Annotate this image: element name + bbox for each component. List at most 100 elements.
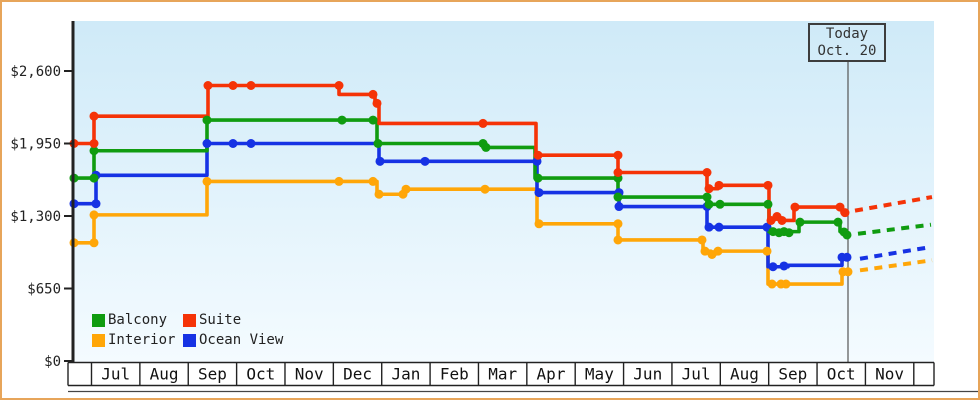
interior-data-point	[697, 235, 707, 245]
suite-data-point	[613, 150, 623, 160]
ocean-view-data-point	[768, 262, 778, 272]
suite-data-point	[478, 118, 488, 128]
interior-data-point	[781, 279, 791, 289]
suite-data-point	[203, 80, 213, 90]
balcony-color-swatch	[92, 314, 105, 327]
interior-data-point	[374, 189, 384, 199]
suite-data-point	[714, 180, 724, 190]
suite-data-point	[246, 80, 256, 90]
balcony-data-point	[842, 230, 852, 240]
balcony-data-point	[368, 115, 378, 125]
interior-data-point	[613, 235, 623, 245]
balcony-data-point	[373, 138, 383, 148]
interior-data-point	[89, 210, 99, 220]
x-axis-month-label: Apr	[537, 365, 566, 384]
interior-data-point	[480, 184, 490, 194]
legend-label-interior: Interior	[108, 332, 176, 348]
interior-data-point	[334, 176, 344, 186]
x-axis-month-label: Feb	[440, 365, 469, 384]
suite-data-point	[334, 80, 344, 90]
x-axis-month-label: Dec	[343, 365, 372, 384]
y-axis-tick-label: $1,950	[10, 136, 61, 152]
legend-item-interior: Interior	[92, 333, 183, 348]
ocean-view-data-point	[614, 202, 624, 212]
x-axis-month-label: Oct	[246, 365, 275, 384]
x-axis-month-label: Jan	[391, 365, 420, 384]
interior-data-point	[762, 246, 772, 256]
ocean-view-projection-line	[859, 245, 932, 261]
y-axis-tick-label: $1,300	[10, 209, 61, 225]
ocean-view-data-point	[779, 261, 789, 271]
legend-label-ocean-view: Ocean View	[199, 332, 284, 348]
interior-data-point	[534, 219, 544, 229]
legend-item-balcony: Balcony	[92, 313, 183, 328]
x-axis-month-label: May	[585, 365, 614, 384]
balcony-data-point	[481, 142, 491, 152]
balcony-data-point	[533, 173, 543, 183]
ocean-view-data-point	[228, 138, 238, 148]
interior-data-point	[368, 176, 378, 186]
ocean-view-data-point	[375, 156, 385, 166]
legend-label-suite: Suite	[199, 312, 242, 328]
balcony-projection-line	[857, 222, 932, 236]
interior-data-point	[700, 246, 710, 256]
balcony-data-point	[784, 228, 794, 238]
today-date: Oct. 20	[817, 42, 877, 59]
suite-data-point	[840, 208, 850, 218]
suite-data-point	[228, 80, 238, 90]
legend-item-ocean-view: Ocean View	[183, 333, 283, 348]
suite-data-point	[89, 138, 99, 148]
suite-data-point	[89, 111, 99, 121]
interior-data-point	[401, 184, 411, 194]
ocean-view-data-point	[704, 222, 714, 232]
y-axis-tick-label: $650	[27, 281, 61, 297]
suite-data-point	[790, 202, 800, 212]
balcony-data-point	[715, 199, 725, 209]
balcony-data-point	[795, 217, 805, 227]
interior-data-point	[713, 246, 723, 256]
suite-color-swatch	[183, 314, 196, 327]
suite-data-point	[613, 167, 623, 177]
balcony-line	[74, 118, 849, 237]
suite-data-point	[533, 150, 543, 160]
interior-data-point	[767, 279, 777, 289]
interior-projection-line	[859, 258, 933, 273]
y-axis-tick-label: $0	[44, 354, 61, 370]
suite-data-point	[702, 167, 712, 177]
interior-data-point	[613, 219, 623, 229]
balcony-data-point	[89, 146, 99, 156]
x-axis-month-label: Sep	[198, 365, 227, 384]
ocean-view-data-point	[202, 138, 212, 148]
ocean-view-data-point	[534, 188, 544, 198]
x-axis-month-label: Aug	[730, 365, 759, 384]
ocean-view-data-point	[842, 252, 852, 262]
x-axis-month-label: Mar	[488, 365, 517, 384]
x-axis-month-label: Sep	[778, 365, 807, 384]
today-marker-box: Today Oct. 20	[808, 23, 886, 62]
balcony-data-point	[89, 173, 99, 183]
x-axis-month-label: Aug	[150, 365, 179, 384]
interior-data-point	[202, 176, 212, 186]
suite-data-point	[704, 184, 714, 194]
ocean-view-data-point	[91, 199, 101, 209]
x-axis-month-label: Nov	[875, 365, 904, 384]
today-label: Today	[825, 25, 869, 42]
x-axis-month-label: Jul	[101, 365, 130, 384]
balcony-data-point	[337, 115, 347, 125]
ocean-view-data-point	[420, 156, 430, 166]
chart-legend: Balcony Suite Interior Ocean View	[92, 313, 283, 348]
x-axis-month-label: Jul	[682, 365, 711, 384]
ocean-view-data-point	[246, 138, 256, 148]
y-axis-tick-label: $2,600	[10, 64, 61, 80]
ocean-view-data-point	[714, 222, 724, 232]
suite-data-point	[368, 89, 378, 99]
balcony-data-point	[613, 192, 623, 202]
suite-projection-line	[854, 195, 933, 213]
plot-area	[74, 21, 934, 362]
ocean-view-color-swatch	[183, 334, 196, 347]
x-axis-month-label: Jun	[633, 365, 662, 384]
balcony-data-point	[702, 192, 712, 202]
balcony-data-point	[763, 199, 773, 209]
